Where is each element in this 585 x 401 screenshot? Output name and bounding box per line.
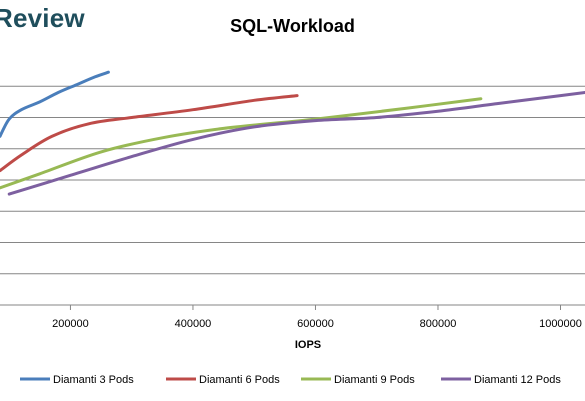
legend-label-1: Diamanti 3 Pods (53, 374, 134, 386)
gridlines (0, 85, 585, 275)
legend-label-2: Diamanti 6 Pods (199, 374, 280, 386)
x-axis-label: IOPS (295, 339, 321, 351)
series-line-4 (7, 91, 585, 196)
legend: Diamanti 3 Pods Diamanti 6 Pods Diamanti 9… (20, 374, 561, 386)
series-line-2 (0, 94, 299, 173)
legend-label-4: Diamanti 12 Pods (474, 374, 561, 386)
series-lines (0, 70, 585, 196)
x-tick-label: 600000 (297, 318, 334, 330)
x-axis: 200000 400000 600000 800000 1000000 (0, 304, 585, 330)
x-tick-label: 1000000 (539, 318, 582, 330)
x-tick-label: 200000 (52, 318, 89, 330)
series-line-1 (0, 70, 110, 138)
series-line-3 (0, 97, 483, 190)
brand-logo: Review (0, 3, 85, 33)
x-tick-label: 400000 (175, 318, 212, 330)
chart-title: SQL-Workload (230, 16, 355, 36)
x-tick-label: 800000 (420, 318, 457, 330)
legend-label-3: Diamanti 9 Pods (334, 374, 415, 386)
